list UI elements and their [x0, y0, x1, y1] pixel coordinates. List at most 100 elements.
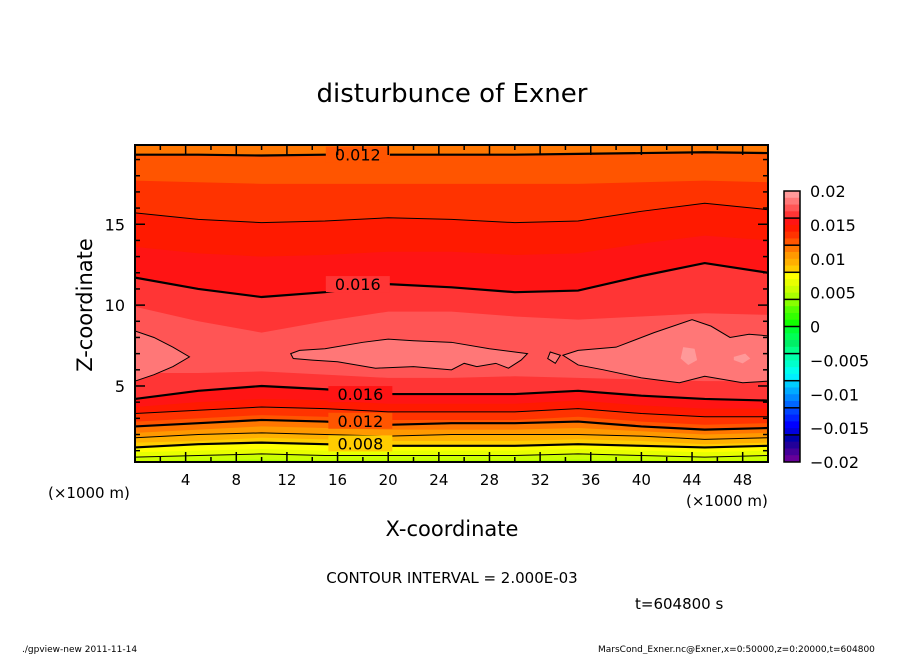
x-unit-left: (×1000 m)	[48, 484, 130, 502]
colorbar-swatch	[784, 448, 800, 456]
contour-line-0.016	[135, 384, 768, 402]
contour-label-bg	[328, 412, 393, 429]
contour-blob-0.018	[547, 352, 561, 364]
colorbar-swatch	[784, 191, 800, 199]
colorbar-swatch	[784, 231, 800, 239]
colorbar-swatch	[784, 333, 800, 341]
colorbar-frame	[783, 190, 801, 463]
colorbar-swatch	[784, 421, 800, 429]
contour-line-0.018	[290, 338, 529, 371]
colorbar-swatch	[784, 238, 800, 246]
footer-right: MarsCond_Exner.nc@Exner,x=0:50000,z=0:20…	[598, 645, 875, 654]
contour-label: 0.012	[335, 146, 381, 165]
colorbar-label: −0.015	[810, 419, 869, 438]
contour-label: 0.016	[337, 385, 383, 404]
x-axis-label: X-coordinate	[386, 517, 519, 541]
colorbar-swatch	[784, 285, 800, 294]
contour-line-0.012	[135, 418, 768, 431]
contour-blob-0.018	[290, 339, 528, 370]
colorbar: 0.02 0.015 0.01 0.005 0 −0.005 −0.01 −0.015 −0.0…	[783, 182, 869, 472]
colorbar-swatch	[784, 292, 800, 300]
colorbar-swatch	[784, 211, 800, 219]
contour-blob-0.018	[135, 330, 190, 382]
contour-line-0.006	[135, 453, 768, 458]
colorbar-swatch	[784, 224, 800, 233]
colorbar-swatch	[784, 373, 800, 382]
contour-blob-0.019	[680, 347, 698, 365]
colorbar-swatch	[784, 258, 800, 267]
colorbar-swatch	[784, 204, 800, 212]
colorbar-swatch	[784, 326, 800, 334]
contour-line-0.014	[135, 406, 768, 418]
y-axis-label: Z-coordinate	[73, 238, 97, 372]
contour-label-bg	[325, 146, 390, 163]
colorbar-swatch	[784, 455, 800, 463]
contour-line-0.012	[135, 151, 768, 157]
colorbar-label: 0	[810, 318, 820, 337]
contour-fills	[135, 145, 768, 462]
colorbar-swatch	[784, 218, 800, 226]
contour-line-0.018	[561, 319, 768, 384]
contour-label: 0.016	[335, 275, 381, 294]
contour-line-0.018	[547, 351, 562, 365]
x-tick-label: 4	[181, 471, 191, 489]
colorbar-label: 0.005	[810, 284, 856, 303]
plot-frame	[134, 144, 769, 463]
contour-interval-text: CONTOUR INTERVAL = 2.000E-03	[326, 569, 577, 587]
colorbar-label: −0.005	[810, 351, 869, 370]
contour-line-0.008	[135, 441, 768, 449]
y-tick-label: 5	[115, 377, 125, 396]
x-tick-label: 12	[277, 471, 296, 489]
x-tick-label: 16	[328, 471, 347, 489]
colorbar-label: −0.01	[810, 385, 859, 404]
x-tick-label: 8	[232, 471, 242, 489]
colorbar-swatch	[784, 265, 800, 273]
colorbar-swatch	[784, 360, 800, 368]
colorbar-swatch	[784, 401, 800, 409]
colorbar-label: 0.01	[810, 250, 846, 269]
colorbar-swatch	[784, 306, 800, 314]
colorbar-label: −0.02	[810, 453, 859, 472]
x-tick-label: 20	[379, 471, 398, 489]
contour-label: 0.008	[337, 434, 383, 453]
colorbar-swatch	[784, 414, 800, 422]
x-tick-label: 48	[733, 471, 752, 489]
contour-line-0.01	[135, 432, 768, 440]
footer-left: ./gpview-new 2011-11-14	[22, 645, 137, 654]
colorbar-swatch	[784, 272, 800, 280]
contour-label-bg	[328, 435, 393, 452]
colorbar-swatch	[784, 299, 800, 307]
colorbar-swatch	[784, 353, 800, 361]
plot-area: 0.012 0.016 0.016 0.012 0.008	[135, 145, 768, 462]
x-tick-label: 40	[632, 471, 651, 489]
contour-label: 0.012	[337, 412, 383, 431]
x-tick-label: 36	[581, 471, 600, 489]
contour-lines	[135, 151, 768, 458]
y-tick-label: 10	[105, 296, 125, 315]
colorbar-swatch	[784, 279, 800, 287]
x-tick-label: 24	[429, 471, 448, 489]
contour-blob-0.018	[562, 319, 768, 383]
colorbar-swatch	[784, 340, 800, 348]
chart-title: disturbunce of Exner	[317, 79, 588, 109]
contour-line-0.014	[135, 202, 768, 224]
colorbar-swatch	[784, 312, 800, 321]
colorbar-swatch	[784, 367, 800, 375]
colorbar-swatch	[784, 394, 800, 402]
colorbar-swatch	[784, 434, 800, 443]
contour-line-0.018	[135, 330, 191, 382]
time-text: t=604800 s	[635, 595, 723, 613]
colorbar-swatch	[784, 407, 800, 416]
colorbar-swatch	[784, 251, 800, 260]
contour-blob-0.019	[733, 353, 751, 364]
x-tick-label: 32	[531, 471, 550, 489]
colorbar-swatch	[784, 441, 800, 449]
colorbar-swatch	[784, 197, 800, 206]
contour-line-0.016	[135, 261, 768, 299]
colorbar-label: 0.015	[810, 216, 856, 235]
x-unit-right: (×1000 m)	[686, 492, 768, 510]
y-tick-label: 15	[105, 215, 125, 234]
colorbar-swatch	[784, 428, 800, 436]
colorbar-label: 0.02	[810, 182, 846, 201]
